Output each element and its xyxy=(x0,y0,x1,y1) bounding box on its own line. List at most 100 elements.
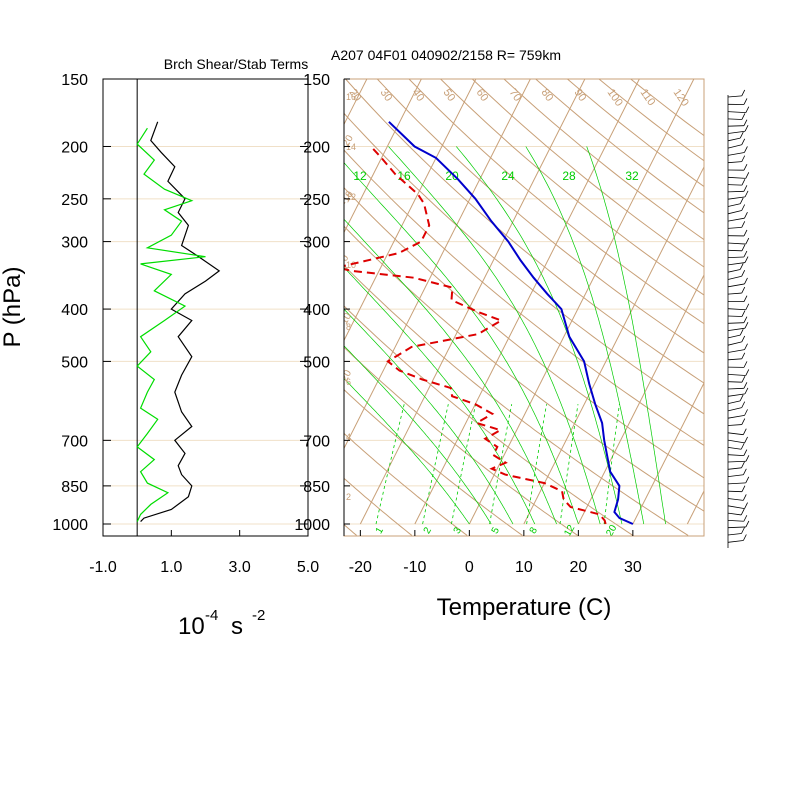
wind-barb xyxy=(727,111,746,114)
isotherm-label: 10 xyxy=(339,311,354,327)
moist-adiabat-label: 12 xyxy=(353,169,367,183)
wind-barb-flag xyxy=(741,155,746,162)
isotherm-label: 0 xyxy=(339,253,352,264)
wind-barb xyxy=(727,283,745,288)
wind-barb xyxy=(727,498,744,501)
wind-barb xyxy=(727,349,745,353)
wind-barb xyxy=(727,374,746,376)
wind-barb xyxy=(727,256,744,258)
mixing-ratio-label: 1 xyxy=(374,525,387,536)
wind-barb xyxy=(727,292,742,295)
left-ytick-label: 250 xyxy=(61,192,88,209)
wind-barb-flag xyxy=(744,387,749,395)
wind-barb-flag xyxy=(743,316,748,323)
wind-barb-flag xyxy=(743,361,748,368)
skew-t-profiles xyxy=(344,121,634,525)
left-xtick-label: 3.0 xyxy=(229,559,251,576)
wind-barb-flag xyxy=(742,534,747,541)
wind-barb xyxy=(727,400,741,404)
wind-barb-flag xyxy=(741,527,745,534)
dry-adiabat-label: 150 xyxy=(768,87,788,109)
isotherm xyxy=(344,79,422,234)
moist-adiabat-label: 28 xyxy=(562,169,576,183)
dry-adiabat-label: 70 xyxy=(507,87,524,104)
moist-adiabat-label: 20 xyxy=(445,169,459,183)
wind-barb-flag xyxy=(741,221,746,228)
wind-barb-flag xyxy=(741,401,746,408)
left-ytick-label: 700 xyxy=(61,433,88,450)
dry-adiabat-label: 40 xyxy=(410,87,427,104)
mixing-ratio-line xyxy=(489,404,513,525)
wind-barb-flag xyxy=(741,178,746,186)
wind-barb xyxy=(727,95,742,98)
wind-barb xyxy=(727,196,746,200)
wind-barb xyxy=(727,249,742,252)
dry-adiabat-label: 100 xyxy=(605,87,625,109)
wind-barb xyxy=(727,161,742,164)
wind-barb xyxy=(727,217,745,222)
isotherm xyxy=(33,63,266,524)
wind-barb xyxy=(727,315,742,317)
dry-adiabat xyxy=(0,63,301,536)
moist-adiabat xyxy=(344,308,514,525)
wind-barb xyxy=(727,275,742,280)
dry-adiabat xyxy=(344,432,468,536)
mixing-ratio-label: 8 xyxy=(528,525,541,536)
wind-barb-flag xyxy=(743,295,748,302)
wind-barb xyxy=(727,407,742,412)
isotherm xyxy=(632,381,704,525)
mixing-ratio-line xyxy=(559,404,579,525)
left-ytick-label: 500 xyxy=(61,354,88,371)
dry-adiabat xyxy=(344,79,704,384)
dry-adiabat xyxy=(344,187,704,479)
left-ytick-label: 200 xyxy=(61,139,88,156)
left-xtick-label: 5.0 xyxy=(297,559,319,576)
dry-adiabat xyxy=(534,79,704,214)
isotherm xyxy=(344,79,368,126)
dry-adiabat xyxy=(344,346,578,536)
mixing-ratio-line xyxy=(422,404,449,525)
isotherm xyxy=(344,79,531,450)
dry-adiabat-label: 60 xyxy=(474,87,491,104)
wind-barb-flag xyxy=(744,343,748,350)
units-second: s xyxy=(231,613,243,640)
left-panel-title: Brch Shear/Stab Terms xyxy=(164,56,308,72)
wind-barb xyxy=(727,226,742,229)
wind-barb-flag xyxy=(744,190,749,198)
height-label: 12 xyxy=(346,192,356,202)
wind-barb-flag xyxy=(739,263,744,270)
wind-barb-flag xyxy=(744,212,748,219)
wind-barb-flag xyxy=(742,494,747,501)
dry-adiabat-label: 30 xyxy=(378,87,395,104)
wind-barb xyxy=(727,505,745,509)
dry-adiabat xyxy=(439,79,704,296)
wind-barb-flag xyxy=(739,394,744,402)
dry-adiabat xyxy=(344,389,523,536)
wind-barb-flag xyxy=(745,303,750,310)
wind-barb-flag xyxy=(742,468,747,475)
height-label: 14 xyxy=(346,142,356,152)
mixing-ratio-line xyxy=(526,404,547,525)
wind-barb-flag xyxy=(743,185,748,192)
skew-xtick-label: -20 xyxy=(349,559,372,576)
wind-barb xyxy=(727,203,741,207)
height-label: 16 xyxy=(346,92,356,102)
wind-barb-flag xyxy=(744,146,748,153)
wind-barb-flag xyxy=(745,369,750,376)
dry-adiabat xyxy=(344,149,704,446)
wind-barb-flag xyxy=(739,328,744,336)
profile-line-black xyxy=(140,121,221,523)
units-second-exponent: -2 xyxy=(252,607,265,624)
isotherm xyxy=(0,63,212,524)
left-ytick-label: 150 xyxy=(61,72,88,89)
wind-barb xyxy=(727,387,744,390)
skew-ytick-label: 300 xyxy=(303,235,330,252)
height-label: 4 xyxy=(346,432,351,442)
wind-barb-flag xyxy=(745,237,750,245)
wind-barb xyxy=(727,474,744,477)
wind-barb xyxy=(727,432,744,436)
left-xtick-label: 1.0 xyxy=(160,559,182,576)
